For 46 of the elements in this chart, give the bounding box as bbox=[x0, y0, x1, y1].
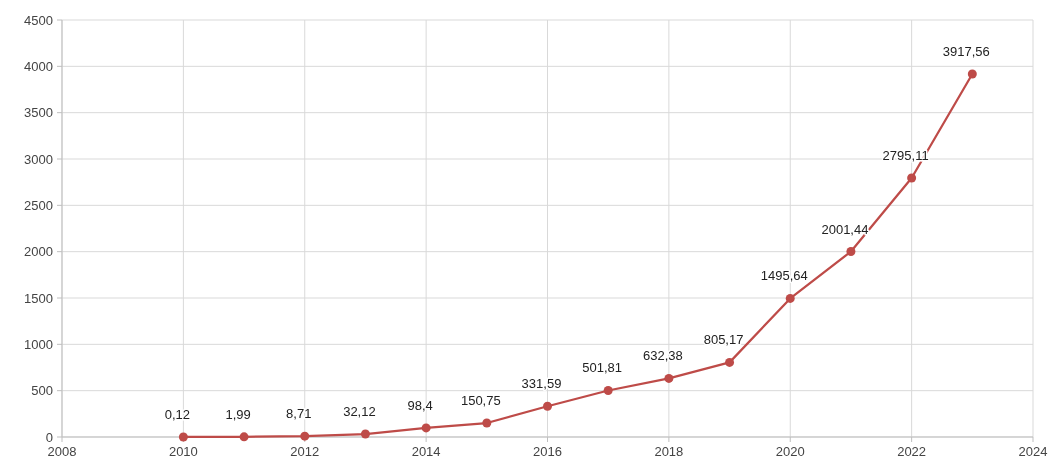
y-tick-label: 1000 bbox=[24, 336, 53, 352]
x-tick-label: 2014 bbox=[411, 444, 441, 459]
data-label: 1495,64 bbox=[760, 268, 808, 284]
data-label: 0,12 bbox=[164, 406, 191, 422]
data-label: 805,17 bbox=[703, 332, 744, 348]
x-tick-label: 2012 bbox=[290, 444, 320, 459]
data-label: 2001,44 bbox=[821, 221, 869, 237]
point bbox=[239, 432, 249, 442]
y-tick-label: 1500 bbox=[24, 290, 53, 306]
data-label: 501,81 bbox=[582, 360, 623, 376]
y-tick-label: 3500 bbox=[24, 105, 53, 121]
point bbox=[543, 401, 552, 411]
point bbox=[846, 247, 856, 257]
point bbox=[907, 173, 917, 183]
data-label: 8,71 bbox=[286, 406, 312, 422]
point bbox=[482, 418, 492, 428]
point bbox=[725, 357, 735, 367]
point bbox=[421, 423, 431, 433]
y-tick-label: 2000 bbox=[24, 244, 53, 260]
x-tick-label: 2008 bbox=[47, 444, 77, 459]
y-tick-label: 0 bbox=[45, 429, 53, 445]
data-label: 632,38 bbox=[642, 348, 683, 364]
point bbox=[178, 432, 188, 442]
x-tick-label: 2010 bbox=[168, 444, 198, 459]
data-label: 3917,56 bbox=[942, 43, 990, 59]
data-label: 32,12 bbox=[343, 404, 376, 420]
x-tick-label: 2020 bbox=[775, 444, 805, 459]
point bbox=[300, 431, 310, 441]
y-tick-label: 4000 bbox=[24, 58, 53, 74]
data-label: 150,75 bbox=[460, 393, 501, 409]
data-label: 1,99 bbox=[225, 406, 251, 422]
point bbox=[603, 386, 613, 395]
point bbox=[785, 293, 795, 303]
point bbox=[967, 69, 977, 79]
y-tick-label: 500 bbox=[31, 383, 53, 399]
x-tick-label: 2022 bbox=[897, 444, 927, 459]
x-tick-label: 2016 bbox=[533, 444, 562, 459]
point bbox=[360, 429, 370, 439]
data-label: 98,4 bbox=[407, 397, 433, 413]
data-label: 331,59 bbox=[521, 376, 562, 392]
x-tick-label: 2024 bbox=[1018, 444, 1048, 459]
point bbox=[664, 373, 674, 383]
x-tick-label: 2018 bbox=[654, 444, 684, 459]
y-tick-label: 3000 bbox=[24, 151, 53, 167]
y-tick-label: 2500 bbox=[24, 197, 53, 213]
y-tick-label: 4500 bbox=[24, 12, 53, 28]
